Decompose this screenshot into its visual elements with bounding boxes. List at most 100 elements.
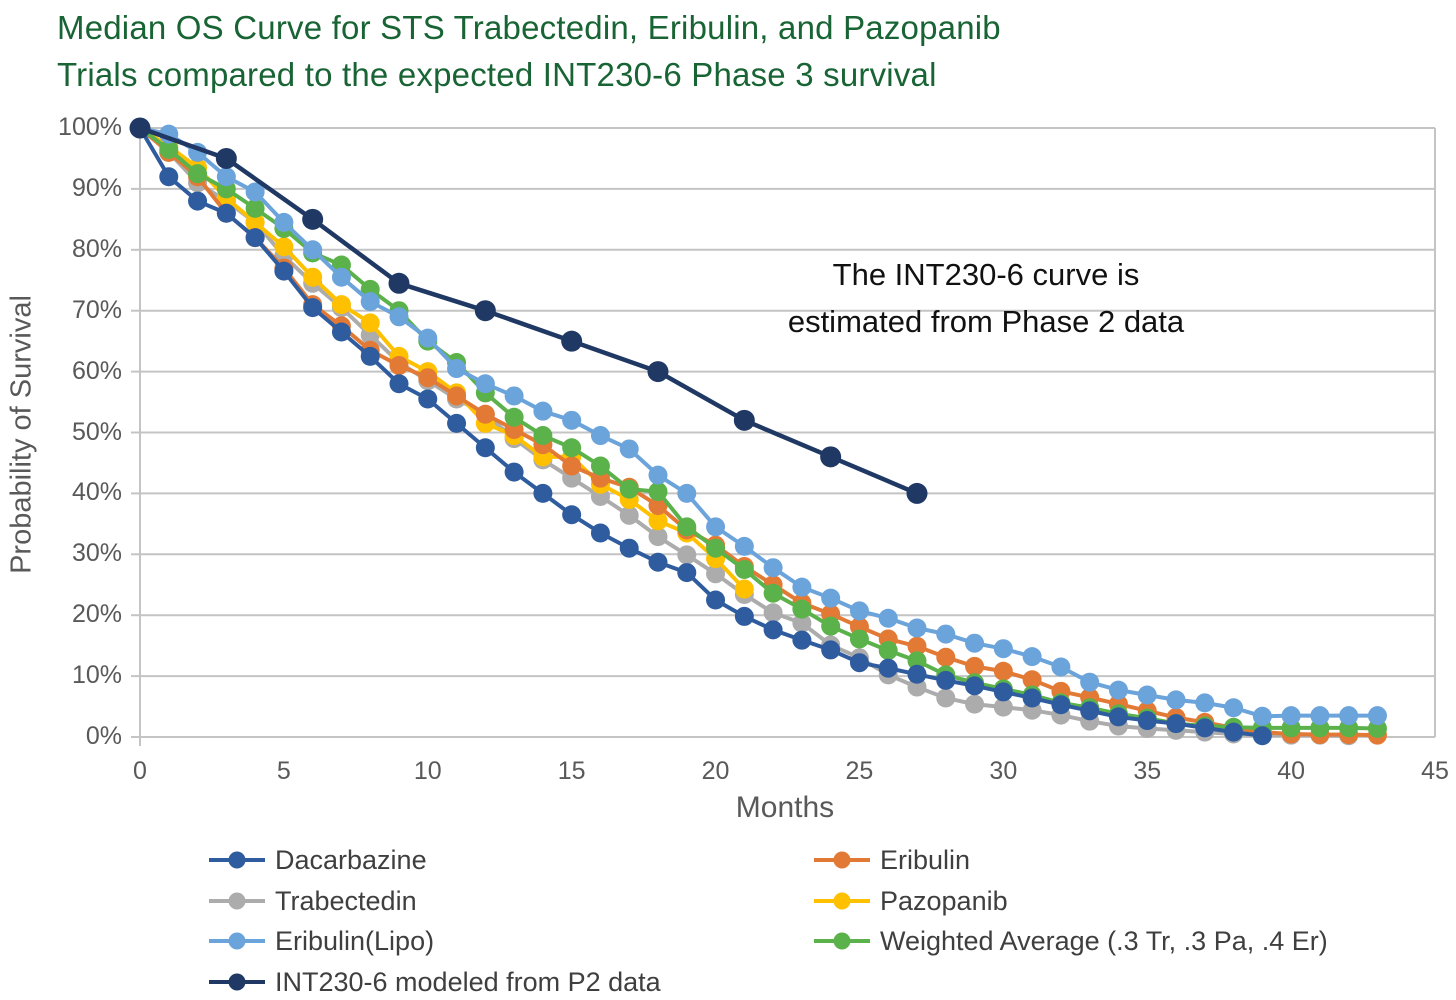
legend-marker-dot <box>228 932 246 950</box>
data-point-dacarbazine <box>1022 688 1042 708</box>
legend-marker-dot <box>228 851 246 869</box>
data-point-dacarbazine <box>331 322 351 342</box>
x-tick-label-40: 40 <box>1277 757 1306 785</box>
data-point-dacarbazine <box>878 658 898 678</box>
data-point-dacarbazine <box>907 664 927 684</box>
data-point-eribulin-lipo <box>331 267 351 287</box>
data-point-int230-6-modeled-from-p2-data <box>302 208 324 230</box>
data-point-trabectedin <box>763 603 783 623</box>
series-line-dacarbazine <box>138 126 1265 738</box>
data-point-dacarbazine <box>792 630 812 650</box>
legend-marker-pazopanib <box>814 892 870 910</box>
data-point-weighted-average-3-tr-3-pa-4-er <box>504 407 524 427</box>
legend-marker-dacarbazine <box>209 851 265 869</box>
data-point-dacarbazine <box>763 620 783 640</box>
data-point-eribulin <box>1022 670 1042 690</box>
data-point-weighted-average-3-tr-3-pa-4-er <box>562 438 582 458</box>
y-tick-label-20: 20% <box>71 600 122 629</box>
legend-label: Trabectedin <box>275 885 417 916</box>
plot-area <box>129 117 1436 746</box>
data-point-eribulin-lipo <box>303 240 323 260</box>
legend-label: Eribulin(Lipo) <box>275 925 435 956</box>
data-point-pazopanib <box>331 295 351 315</box>
y-tick-label-90: 90% <box>71 173 122 202</box>
series-eribulin-lipo <box>130 118 1387 726</box>
data-point-trabectedin <box>648 527 668 547</box>
legend-marker-dot <box>833 892 851 910</box>
data-point-eribulin-lipo <box>763 558 783 578</box>
data-point-weighted-average-3-tr-3-pa-4-er <box>590 456 610 476</box>
annotation-line-2: estimated from Phase 2 data <box>787 304 1185 339</box>
data-point-weighted-average-3-tr-3-pa-4-er <box>619 479 639 499</box>
data-point-weighted-average-3-tr-3-pa-4-er <box>677 517 697 537</box>
data-point-dacarbazine <box>1166 714 1186 734</box>
page-title: Median OS Curve for STS Trabectedin, Eri… <box>57 4 1001 98</box>
data-point-trabectedin <box>792 613 812 633</box>
legend-marker-weighted-average-3-tr-3-pa-4-er <box>814 932 870 950</box>
data-point-dacarbazine <box>619 538 639 558</box>
data-point-dacarbazine <box>1252 726 1272 746</box>
data-point-weighted-average-3-tr-3-pa-4-er <box>849 629 869 649</box>
data-point-dacarbazine <box>1051 695 1071 715</box>
data-point-int230-6-modeled-from-p2-data <box>561 330 583 352</box>
data-point-weighted-average-3-tr-3-pa-4-er <box>792 599 812 619</box>
legend-marker-eribulin <box>814 851 870 869</box>
x-tick-label-0: 0 <box>133 757 147 785</box>
data-point-int230-6-modeled-from-p2-data <box>820 446 842 468</box>
data-point-dacarbazine <box>1195 718 1215 738</box>
legend-item-dacarbazine: Dacarbazine <box>208 843 427 877</box>
x-tick-label-25: 25 <box>845 757 874 785</box>
legend-marker-dot <box>833 851 851 869</box>
data-point-dacarbazine <box>475 438 495 458</box>
data-point-dacarbazine <box>418 389 438 409</box>
data-point-dacarbazine <box>447 413 467 433</box>
data-point-eribulin-lipo <box>792 577 812 597</box>
y-tick-label-60: 60% <box>71 356 122 385</box>
data-point-eribulin-lipo <box>274 212 294 232</box>
data-point-dacarbazine <box>965 676 985 696</box>
data-point-weighted-average-3-tr-3-pa-4-er <box>159 139 179 159</box>
data-point-trabectedin <box>619 505 639 525</box>
data-point-eribulin-lipo <box>907 618 927 638</box>
data-point-eribulin-lipo <box>993 639 1013 659</box>
y-tick-label-100: 100% <box>58 113 122 141</box>
data-point-dacarbazine <box>533 483 553 503</box>
data-point-eribulin-lipo <box>965 633 985 653</box>
data-point-weighted-average-3-tr-3-pa-4-er <box>245 198 265 218</box>
legend-item-int230-6-modeled-from-p2-data: INT230-6 modeled from P2 data <box>208 965 661 999</box>
x-tick-label-10: 10 <box>413 757 442 785</box>
data-point-eribulin <box>907 636 927 656</box>
data-point-pazopanib <box>648 511 668 531</box>
data-point-dacarbazine <box>188 191 208 211</box>
data-point-dacarbazine <box>159 167 179 187</box>
data-point-eribulin-lipo <box>936 624 956 644</box>
data-point-dacarbazine <box>849 653 869 673</box>
data-point-dacarbazine <box>936 670 956 690</box>
data-point-eribulin-lipo <box>1339 706 1359 726</box>
data-point-int230-6-modeled-from-p2-data <box>733 409 755 431</box>
data-point-pazopanib <box>734 579 754 599</box>
data-point-eribulin-lipo <box>878 608 898 628</box>
y-tick-label-50: 50% <box>71 417 122 446</box>
data-point-weighted-average-3-tr-3-pa-4-er <box>648 482 668 502</box>
y-tick-label-40: 40% <box>71 478 122 507</box>
data-point-eribulin-lipo <box>245 182 265 202</box>
data-point-eribulin <box>648 496 668 516</box>
data-point-dacarbazine <box>993 682 1013 702</box>
data-point-eribulin <box>562 456 582 476</box>
data-point-dacarbazine <box>734 606 754 626</box>
x-axis-title: Months <box>735 791 835 824</box>
y-tick-label-70: 70% <box>71 295 122 324</box>
data-point-weighted-average-3-tr-3-pa-4-er <box>533 426 553 446</box>
data-point-eribulin-lipo <box>1224 698 1244 718</box>
legend-marker-dot <box>228 973 246 991</box>
data-point-eribulin-lipo <box>706 517 726 537</box>
data-point-eribulin-lipo <box>533 401 553 421</box>
data-point-eribulin <box>447 386 467 406</box>
data-point-int230-6-modeled-from-p2-data <box>906 482 928 504</box>
title-line-2: Trials compared to the expected INT230-6… <box>57 56 937 93</box>
annotation-line-1: The INT230-6 curve is <box>832 257 1140 292</box>
legend-marker-dot <box>228 892 246 910</box>
legend-label: Weighted Average (.3 Tr, .3 Pa, .4 Er) <box>880 925 1328 956</box>
legend-marker-int230-6-modeled-from-p2-data <box>209 973 265 991</box>
